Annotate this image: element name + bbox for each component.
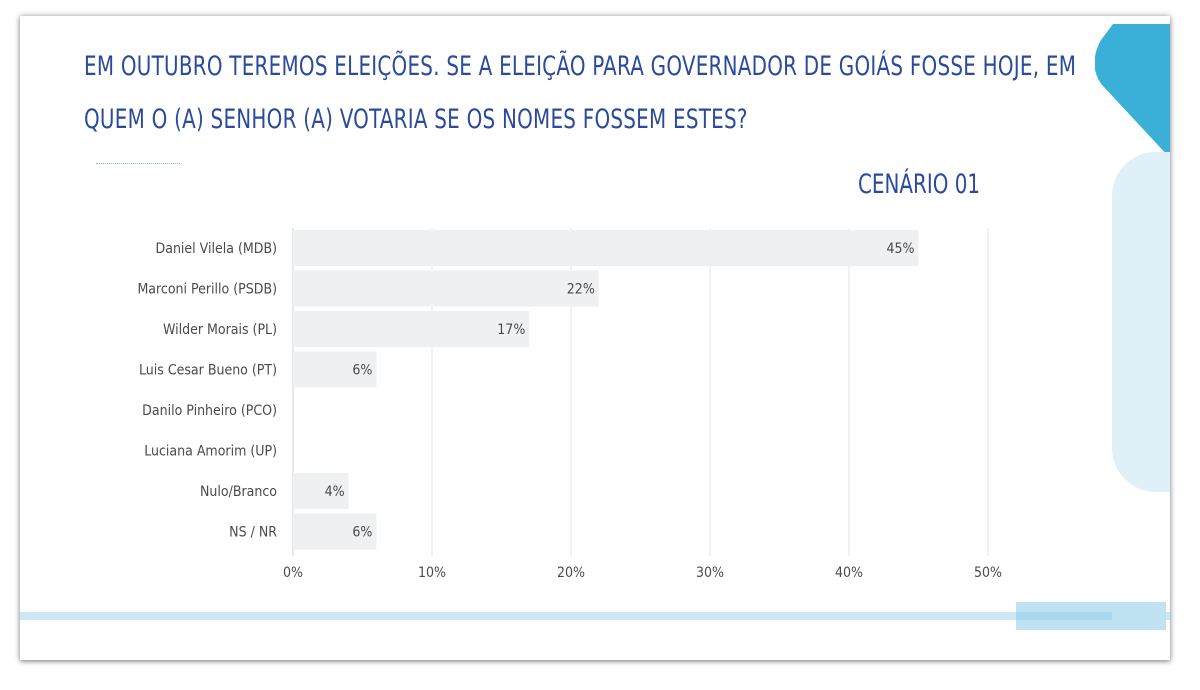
- x-tick-label-20: 20%: [557, 565, 585, 581]
- slide: EM OUTUBRO TEREMOS ELEIÇÕES. SE A ELEIÇÃ…: [20, 16, 1170, 660]
- bar-3: [293, 351, 377, 388]
- x-tick-label-10: 10%: [418, 565, 446, 581]
- data-label-6: 4%: [325, 484, 345, 500]
- x-tick-label-50: 50%: [974, 565, 1002, 581]
- data-label-0: 45%: [887, 241, 915, 257]
- data-label-7: 6%: [352, 525, 372, 541]
- category-label-4: Danilo Pinheiro (PCO): [142, 403, 277, 419]
- category-label-2: Wilder Morais (PL): [163, 322, 277, 338]
- category-label-3: Luis Cesar Bueno (PT): [139, 363, 277, 379]
- title-line-1: EM OUTUBRO TEREMOS ELEIÇÕES. SE A ELEIÇÃ…: [84, 51, 1077, 82]
- title-line-2: QUEM O (A) SENHOR (A) VOTARIA SE OS NOME…: [84, 104, 748, 135]
- x-tick-label-40: 40%: [835, 565, 863, 581]
- decorative-corner-shape: [1095, 24, 1170, 158]
- category-label-5: Luciana Amorim (UP): [144, 444, 277, 460]
- category-label-0: Daniel Vilela (MDB): [156, 241, 277, 257]
- decorative-bottom-line: [20, 612, 1170, 620]
- bar-0: [293, 230, 919, 266]
- category-label-7: NS / NR: [229, 525, 277, 541]
- bar-6: [293, 473, 349, 509]
- data-label-3: 6%: [352, 363, 372, 379]
- bar-7: [293, 513, 377, 550]
- data-label-1: 22%: [567, 282, 595, 298]
- decorative-dotted-rule: [96, 163, 180, 165]
- category-label-1: Marconi Perillo (PSDB): [137, 282, 277, 298]
- bar-chart: Daniel Vilela (MDB) 45% Marconi Perillo (P…: [137, 228, 1002, 581]
- bar-2: [293, 311, 530, 347]
- bar-1: [293, 270, 599, 307]
- x-tick-label-30: 30%: [696, 565, 724, 581]
- category-label-6: Nulo/Branco: [200, 484, 277, 500]
- decorative-side-panel: [1112, 152, 1170, 492]
- x-tick-label-0: 0%: [283, 565, 303, 581]
- chart-subtitle: CENÁRIO 01: [858, 169, 981, 200]
- page-title: EM OUTUBRO TEREMOS ELEIÇÕES. SE A ELEIÇÃ…: [84, 40, 1077, 146]
- decorative-bottom-block-inner: [1016, 612, 1112, 620]
- data-label-2: 17%: [497, 322, 525, 338]
